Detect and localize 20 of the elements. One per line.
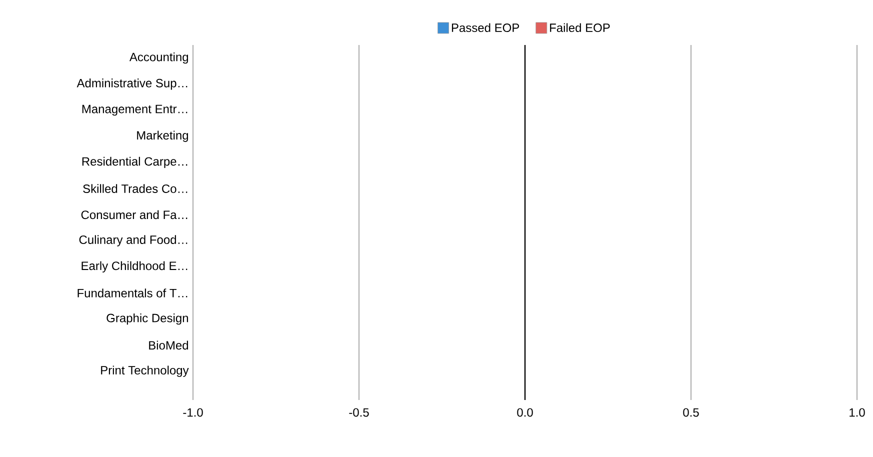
- x-tick-label: 0.0: [517, 408, 533, 417]
- y-tick-label: Management Entr…: [82, 104, 188, 116]
- y-tick-label: Early Childhood E…: [82, 261, 188, 272]
- legend-label: Failed EOP: [550, 23, 610, 32]
- legend-label: Passed EOP: [452, 23, 520, 32]
- y-tick-label: Consumer and Fa…: [81, 210, 188, 220]
- y-tick-label: Residential Carpe…: [82, 156, 188, 168]
- x-tick-label: 0.5: [683, 408, 699, 417]
- y-tick-label: Accounting: [129, 52, 188, 64]
- y-tick-label: Administrative Sup…: [76, 78, 188, 90]
- y-tick-label: Fundamentals of T…: [78, 288, 188, 298]
- y-tick-label: Graphic Design: [106, 313, 188, 325]
- y-tick-label: Marketing: [137, 130, 188, 142]
- x-tick-label: -1.0: [183, 408, 203, 417]
- y-tick-label: BioMed: [149, 340, 188, 350]
- y-tick-label: Skilled Trades Co…: [83, 184, 188, 193]
- y-tick-label: Culinary and Food…: [79, 235, 188, 246]
- x-tick-label: -0.5: [349, 408, 369, 417]
- y-tick-label: Print Technology: [101, 366, 189, 377]
- x-tick-label: 1.0: [850, 408, 865, 417]
